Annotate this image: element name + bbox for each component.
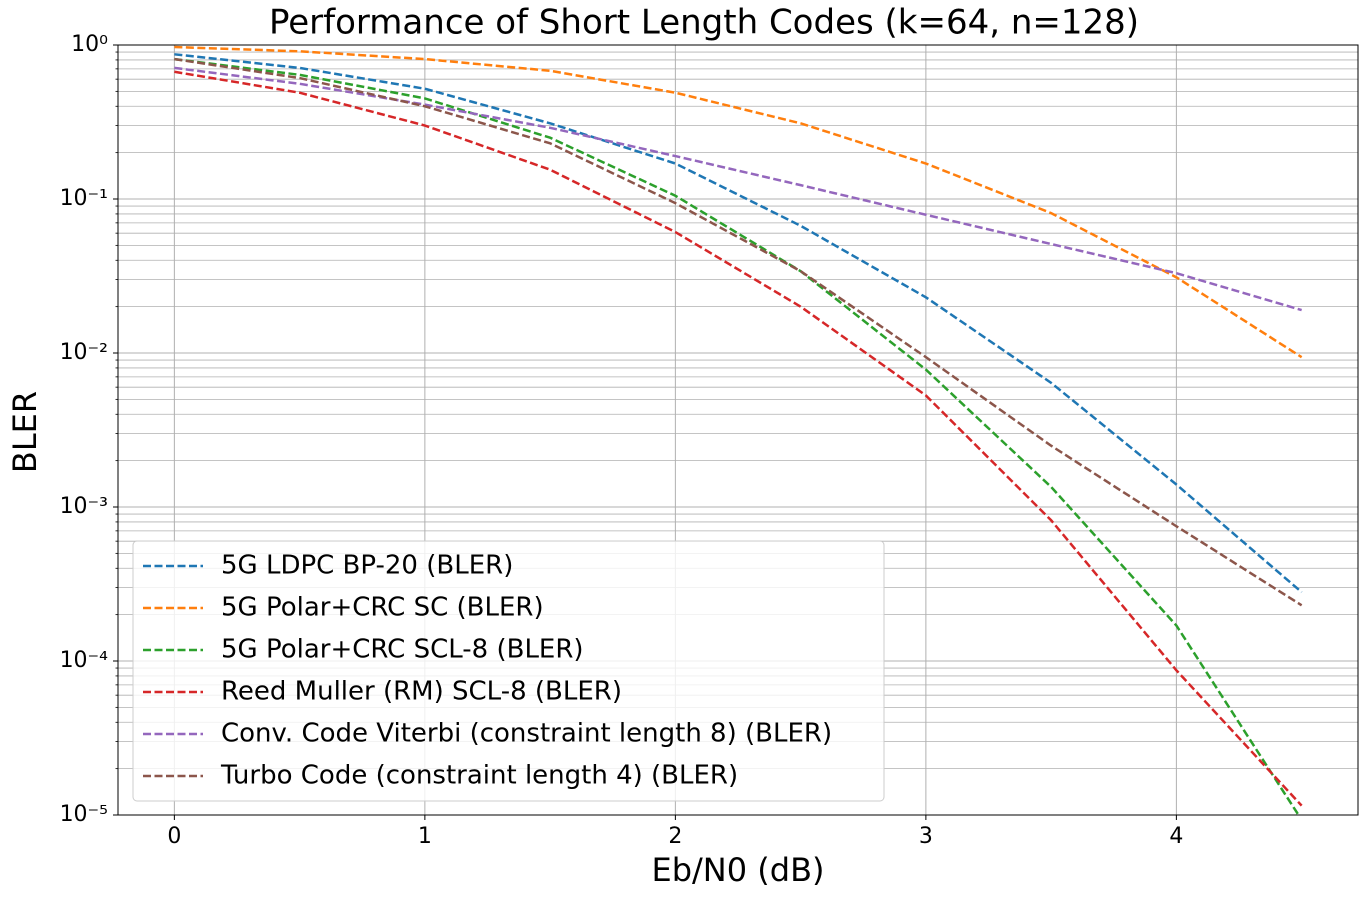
- legend-box: [132, 540, 885, 802]
- series-line: [174, 45, 1303, 359]
- legend-label: 5G Polar+CRC SC (BLER): [221, 593, 544, 623]
- series-line: [174, 53, 1303, 594]
- legend-label: Reed Muller (RM) SCL-8 (BLER): [221, 677, 622, 707]
- series-line: [174, 57, 1303, 607]
- axes: 10⁰ 10⁻¹ 10⁻² 10⁻³ 10⁻⁴ 10⁻⁵ 0 1 2 3 4: [60, 32, 1184, 849]
- x-tick-label: 0: [167, 824, 181, 849]
- y-tick-label: 10⁻³: [60, 494, 108, 519]
- y-tick-label: 10⁻²: [60, 340, 108, 365]
- series-line: [174, 57, 1301, 815]
- x-tick-label: 1: [418, 824, 432, 849]
- plot-frame: [117, 44, 1359, 816]
- x-tick-label: 3: [919, 824, 933, 849]
- legend: 5G LDPC BP-20 (BLER) 5G Polar+CRC SC (BLE…: [132, 540, 885, 802]
- y-tick-label: 10⁻⁴: [60, 648, 109, 673]
- series-line: [174, 66, 1302, 312]
- y-tick-label: 10⁻¹: [60, 186, 108, 211]
- legend-label: Turbo Code (constraint length 4) (BLER): [220, 761, 738, 791]
- x-tick-label: 4: [1169, 824, 1183, 849]
- y-tick-label: 10⁰: [71, 32, 108, 57]
- y-axis-label: BLER: [6, 391, 44, 473]
- legend-label: 5G LDPC BP-20 (BLER): [221, 551, 513, 581]
- y-tick-label: 10⁻⁵: [60, 802, 108, 827]
- legend-label: 5G Polar+CRC SCL-8 (BLER): [221, 635, 584, 665]
- x-tick-label: 2: [668, 824, 682, 849]
- legend-label: Conv. Code Viterbi (constraint length 8)…: [221, 719, 832, 749]
- chart-title: Performance of Short Length Codes (k=64,…: [269, 3, 1139, 43]
- x-axis-label: Eb/N0 (dB): [651, 851, 824, 889]
- series-line: [174, 70, 1303, 807]
- plot-lines: [174, 45, 1303, 815]
